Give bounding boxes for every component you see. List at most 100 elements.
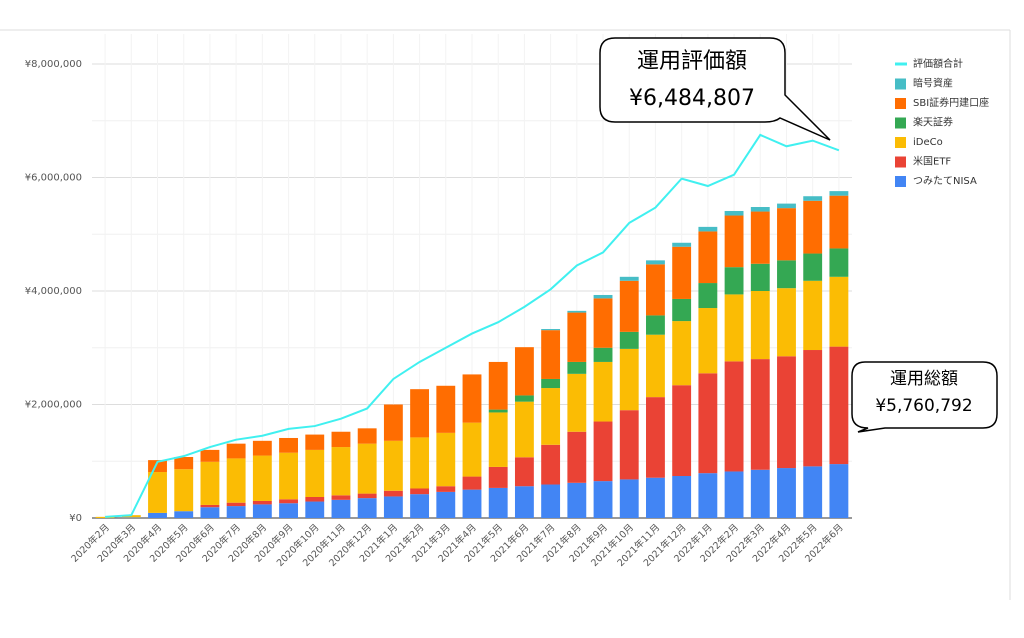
bar-segment xyxy=(724,210,744,216)
bar-segment xyxy=(383,490,403,497)
bar-segment xyxy=(698,283,718,309)
bar-segment xyxy=(174,469,194,512)
bar-segment xyxy=(593,294,613,299)
bar-segment xyxy=(593,347,613,362)
bar-segment xyxy=(226,506,246,518)
bar-segment xyxy=(305,449,325,498)
bar-segment xyxy=(121,517,141,518)
bar-segment xyxy=(750,359,770,470)
bar-segment xyxy=(226,443,246,459)
legend-label: 楽天証券 xyxy=(913,116,953,129)
bar-segment xyxy=(777,260,796,289)
bar-segment xyxy=(462,476,482,490)
bar-segment xyxy=(383,496,403,518)
bar-segment xyxy=(410,494,430,518)
bar-segment xyxy=(829,276,849,347)
legend-label: 米国ETF xyxy=(913,155,951,168)
bar-segment xyxy=(593,481,613,518)
bar-segment xyxy=(646,260,665,265)
bar-segment xyxy=(410,389,430,438)
bar-segment xyxy=(646,315,665,335)
callout-title: 運用総額 xyxy=(890,369,958,389)
callout-shape xyxy=(599,37,831,141)
bar-segment xyxy=(279,499,298,504)
callout-text: ¥6,484,807 xyxy=(629,86,755,111)
bar-segment xyxy=(488,466,508,488)
bar-segment xyxy=(567,310,587,313)
bar-segment xyxy=(593,298,613,348)
bar-segment xyxy=(410,488,430,495)
bar-segment xyxy=(514,347,534,396)
bar-segment xyxy=(514,486,534,518)
bar-segment xyxy=(174,456,194,470)
y-tick-label: ¥6,000,000 xyxy=(25,173,82,184)
bar-segment xyxy=(777,203,796,209)
bar-segment xyxy=(593,361,613,422)
callout-shape xyxy=(851,361,998,433)
bar-segment xyxy=(777,288,796,357)
bar-segment xyxy=(698,473,718,518)
bar-segment xyxy=(148,512,167,518)
bar-segment xyxy=(541,388,561,445)
bar-segment xyxy=(750,469,770,518)
bar-segment xyxy=(803,196,823,201)
bar-segment xyxy=(121,515,141,518)
bar-segment xyxy=(383,440,403,491)
bar-segment xyxy=(226,502,246,507)
bar-segment xyxy=(724,471,744,518)
bar-segment xyxy=(777,356,796,469)
bar-segment xyxy=(514,395,534,402)
bar-segment xyxy=(148,460,167,473)
bar-segment xyxy=(698,231,718,284)
bar-segment xyxy=(829,464,849,518)
bar-segment xyxy=(305,434,325,450)
bar-segment xyxy=(619,280,639,332)
bar-segment xyxy=(357,493,377,499)
bar-segment xyxy=(95,516,115,518)
bar-segment xyxy=(829,195,849,249)
bar-segment xyxy=(541,330,561,379)
bar-segment xyxy=(646,397,665,478)
line xyxy=(105,133,840,518)
bar-segment xyxy=(803,200,823,254)
bar-segment xyxy=(541,484,561,518)
bar-segment xyxy=(698,226,718,232)
bar-segment xyxy=(567,361,587,374)
callout-text: ¥5,760,792 xyxy=(875,396,972,416)
bar-segment xyxy=(829,248,849,277)
bar-segment xyxy=(672,476,692,518)
bar-segment xyxy=(619,331,639,349)
bar-segment xyxy=(724,361,744,472)
bar-segment xyxy=(200,461,220,505)
legend-swatch xyxy=(895,176,906,187)
bar-segment xyxy=(436,491,456,518)
bar-segment xyxy=(410,437,430,489)
legend-swatch xyxy=(895,117,906,129)
legend-swatch xyxy=(895,78,906,90)
bar-segment xyxy=(724,215,744,268)
legend-swatch xyxy=(895,156,906,168)
bar-segment xyxy=(200,449,220,462)
bar-segment xyxy=(462,422,482,477)
bar-segment xyxy=(436,486,456,492)
bar-segment xyxy=(252,440,272,456)
bar-segment xyxy=(357,443,377,494)
callout-1: 運用評価額 ¥6,484,807 xyxy=(599,37,831,141)
bar-segment xyxy=(698,373,718,474)
bar-segment xyxy=(567,482,587,518)
bar-segment xyxy=(488,409,508,413)
bar-segment xyxy=(436,385,456,433)
bar-segment xyxy=(567,312,587,362)
bar-segment xyxy=(750,207,770,212)
y-tick-label: ¥0 xyxy=(69,513,82,524)
legend-label: 暗号資産 xyxy=(913,77,953,90)
bar-segment xyxy=(803,253,823,281)
bar-segment xyxy=(200,504,220,508)
bar-segment xyxy=(488,487,508,518)
bar-segment xyxy=(488,412,508,467)
bar-segment xyxy=(750,263,770,291)
bar-segment xyxy=(252,455,272,501)
bar-segment xyxy=(646,334,665,398)
y-tick-label: ¥2,000,000 xyxy=(25,400,82,411)
bar-segment xyxy=(593,421,613,482)
